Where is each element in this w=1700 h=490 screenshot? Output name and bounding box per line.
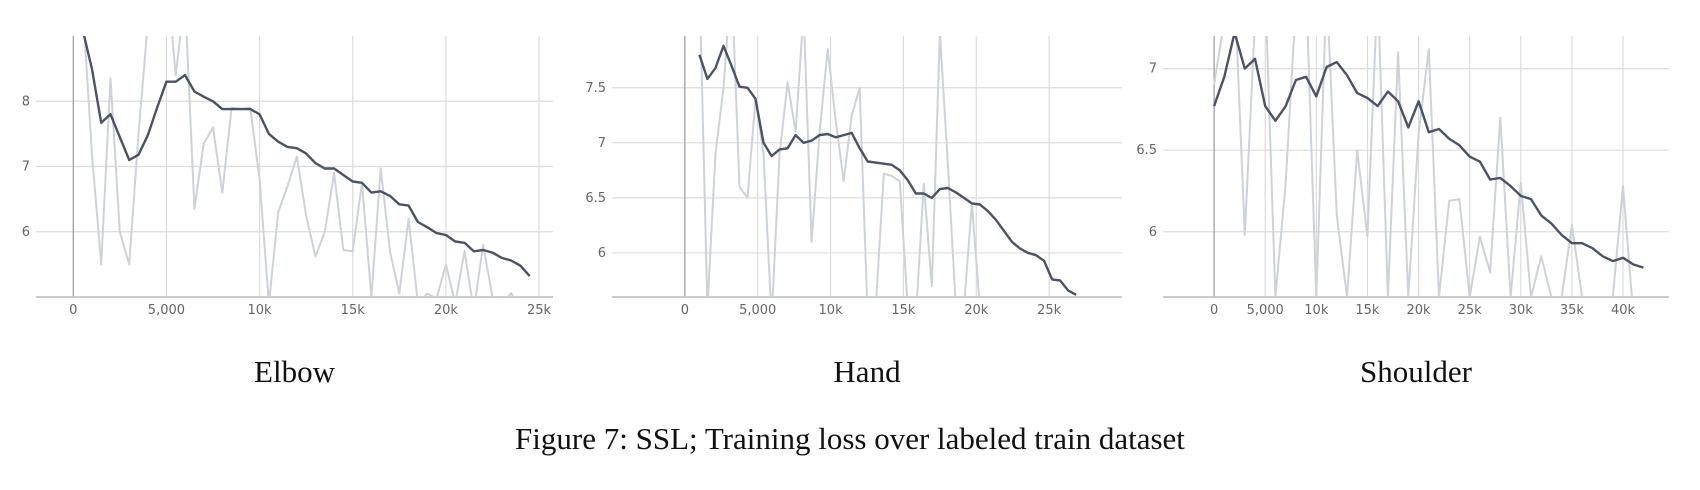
plot-area — [1212, 36, 1644, 297]
chart-title: Hand — [833, 354, 901, 389]
y-tick-label: 7 — [22, 160, 30, 175]
x-tick-label: 25k — [1037, 303, 1062, 318]
x-tick-label: 35k — [1560, 303, 1585, 318]
x-tick-label: 25k — [1458, 303, 1483, 318]
plot-area — [698, 36, 1077, 297]
x-tick-label: 25k — [527, 303, 552, 318]
plot-area — [82, 36, 531, 297]
x-tick-label: 0 — [69, 303, 77, 318]
y-tick-label: 7 — [598, 136, 606, 151]
y-tick-label: 6 — [22, 225, 30, 240]
raw-line — [83, 36, 515, 297]
caption: Figure 7: SSL; Training loss over labele… — [515, 421, 1185, 456]
x-tick-label: 5,000 — [1247, 303, 1284, 318]
raw-line — [699, 36, 981, 297]
smoothed-line — [1212, 36, 1644, 269]
smoothed-line — [82, 36, 531, 277]
chart: 6 6.5 7 7.5 0 5,000 10k 15k 20k 25k Hand — [585, 36, 1122, 389]
x-tick-label: 15k — [1355, 303, 1380, 318]
x-tick-label: 15k — [341, 303, 366, 318]
x-tick-label: 15k — [891, 303, 916, 318]
x-tick-label: 0 — [681, 303, 689, 318]
x-tick-label: 5,000 — [148, 303, 185, 318]
y-tick-label: 8 — [22, 94, 30, 109]
y-tick-label: 6.5 — [585, 191, 606, 206]
chart-title: Shoulder — [1360, 354, 1473, 389]
x-tick-label: 20k — [1407, 303, 1432, 318]
x-tick-label: 10k — [1304, 303, 1329, 318]
smoothed-line — [698, 44, 1077, 296]
y-tick-label: 6 — [598, 246, 606, 261]
x-tick-label: 40k — [1611, 303, 1636, 318]
x-tick-label: 0 — [1210, 303, 1218, 318]
x-tick-label: 10k — [819, 303, 844, 318]
x-tick-label: 30k — [1509, 303, 1534, 318]
y-tick-label: 7 — [1149, 62, 1157, 77]
y-tick-label: 6.5 — [1136, 143, 1157, 158]
y-tick-label: 6 — [1149, 225, 1157, 240]
x-tick-label: 5,000 — [739, 303, 776, 318]
x-tick-label: 20k — [434, 303, 459, 318]
chart: 6 7 8 0 5,000 10k 15k 20k 25k Elbow — [22, 36, 553, 389]
x-tick-label: 10k — [248, 303, 273, 318]
x-tick-label: 20k — [964, 303, 989, 318]
chart-title: Elbow — [254, 354, 336, 389]
y-tick-label: 7.5 — [585, 81, 606, 96]
raw-line — [1213, 36, 1633, 297]
chart: 6 6.5 7 0 5,000 10k 15k 20k 25k 30k 35k 40k Shoulder — [1136, 36, 1669, 389]
